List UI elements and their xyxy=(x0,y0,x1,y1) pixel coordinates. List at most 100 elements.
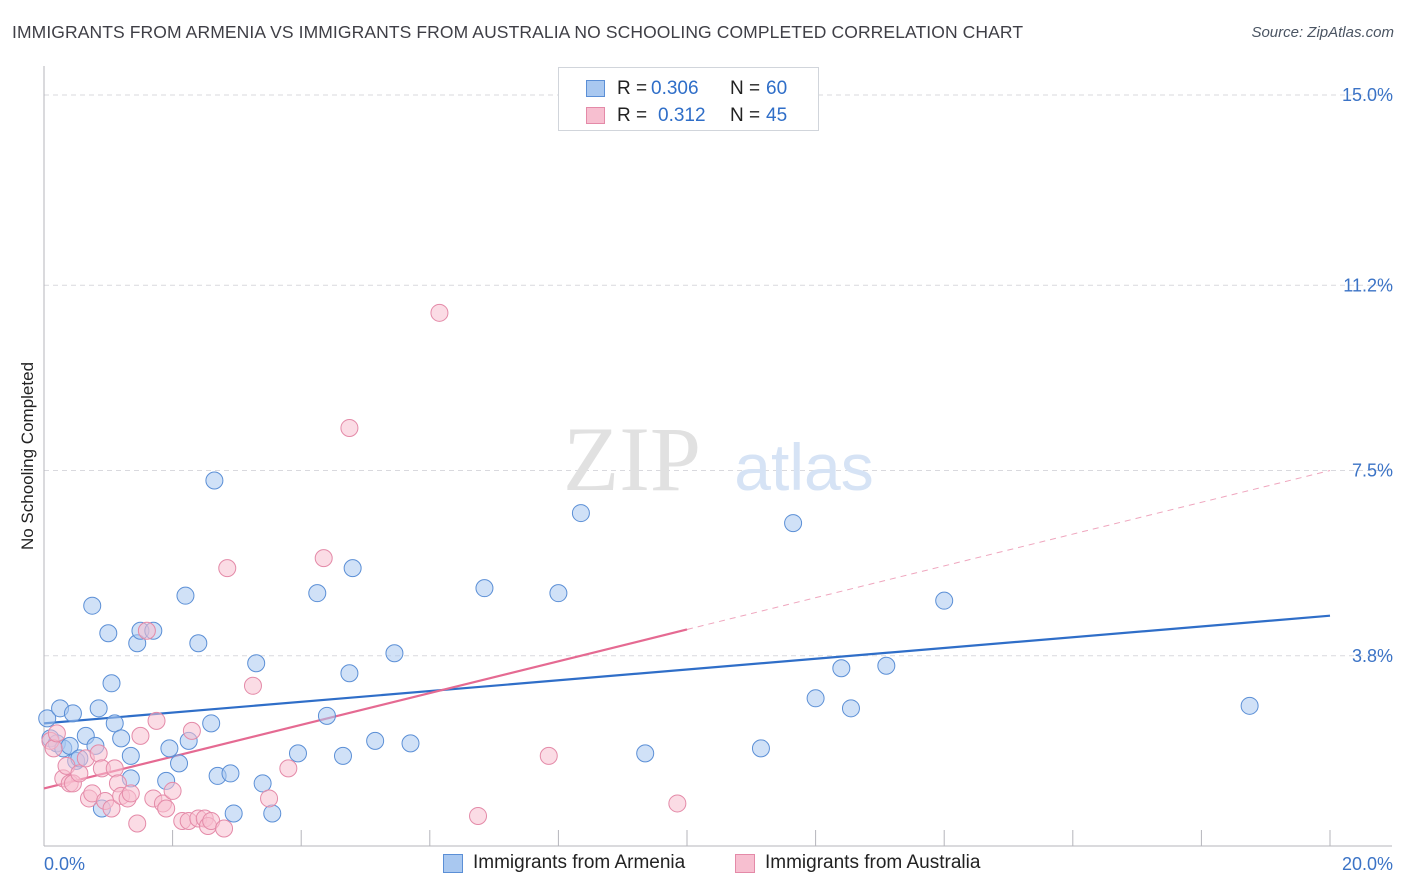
y-axis-label: No Schooling Completed xyxy=(18,361,37,551)
legend-n-value: 60 xyxy=(766,78,788,99)
chart-title: IMMIGRANTS FROM ARMENIA VS IMMIGRANTS FR… xyxy=(12,22,1024,42)
armenia-point xyxy=(189,634,208,653)
armenia-point xyxy=(288,744,307,763)
australia-point xyxy=(668,794,687,813)
armenia-point xyxy=(121,746,140,765)
legend-label-armenia: Immigrants from Armenia xyxy=(473,852,686,873)
legend-row-australia: R = 0.312 N = 45 xyxy=(559,103,818,129)
armenia-point xyxy=(385,644,404,663)
legend-r-label: R = xyxy=(617,105,648,126)
armenia-point xyxy=(751,739,770,758)
australia-point xyxy=(157,799,176,818)
armenia-point xyxy=(102,674,121,693)
watermark-zip: ZIP xyxy=(563,408,701,510)
legend-swatch-armenia xyxy=(443,854,463,873)
legend-swatch-armenia xyxy=(586,80,605,97)
australia-point xyxy=(469,806,488,825)
australia-point xyxy=(314,549,333,568)
australia-point xyxy=(218,559,237,578)
armenia-point xyxy=(636,744,655,763)
armenia-point xyxy=(224,804,243,823)
armenia-point xyxy=(170,754,189,773)
y-tick-label: 3.8% xyxy=(1352,646,1393,666)
armenia-point xyxy=(247,654,266,673)
armenia-point xyxy=(308,584,327,603)
armenia-point xyxy=(340,664,359,683)
armenia-trend-line xyxy=(43,614,1331,725)
australia-trend-line-extension xyxy=(686,470,1331,630)
armenia-point xyxy=(205,471,224,490)
australia-point xyxy=(215,819,234,838)
australia-point xyxy=(131,726,150,745)
australia-point xyxy=(340,418,359,437)
watermark-atlas: atlas xyxy=(734,430,873,504)
armenia-point xyxy=(317,706,336,725)
legend-n-value: 45 xyxy=(766,105,788,126)
y-tick-label: 7.5% xyxy=(1352,461,1393,481)
australia-point xyxy=(47,724,66,743)
australia-point xyxy=(147,711,166,730)
armenia-point xyxy=(841,699,860,718)
australia-point xyxy=(121,784,140,803)
trend-lines xyxy=(43,470,1331,790)
legend-row-armenia: R = 0.306 N = 60 xyxy=(559,76,818,102)
armenia-point xyxy=(253,774,272,793)
armenia-point xyxy=(202,714,221,733)
australia-point xyxy=(105,759,124,778)
australia-point xyxy=(243,676,262,695)
australia-point xyxy=(182,721,201,740)
legend-label-australia: Immigrants from Australia xyxy=(765,852,981,873)
armenia-point xyxy=(806,689,825,708)
y-tick-label: 11.2% xyxy=(1343,275,1393,295)
armenia-point xyxy=(401,734,420,753)
armenia-point xyxy=(176,586,195,605)
armenia-point xyxy=(160,739,179,758)
australia-point xyxy=(539,746,558,765)
armenia-point xyxy=(832,659,851,678)
armenia-point xyxy=(263,804,282,823)
grid-lines xyxy=(44,94,1392,657)
legend-swatch-australia xyxy=(586,107,605,124)
australia-point xyxy=(102,799,121,818)
armenia-point xyxy=(333,746,352,765)
x-tick-label: 20.0% xyxy=(1342,854,1393,874)
armenia-point xyxy=(99,624,118,643)
armenia-point xyxy=(105,714,124,733)
legend-n-label: N = xyxy=(730,78,761,99)
australia-point xyxy=(128,814,147,833)
stats-legend: R = 0.306 N = 60 R = 0.312 N = 45 xyxy=(558,67,819,131)
armenia-point xyxy=(38,709,57,728)
data-points xyxy=(38,303,1259,838)
australia-point xyxy=(44,739,63,758)
australia-point xyxy=(137,621,156,640)
armenia-point xyxy=(221,764,240,783)
australia-trend-line xyxy=(43,628,688,790)
armenia-point xyxy=(935,591,954,610)
legend-r-label: R = xyxy=(617,78,648,99)
australia-point xyxy=(89,744,108,763)
legend-n-label: N = xyxy=(730,105,761,126)
armenia-point xyxy=(366,731,385,750)
axes xyxy=(43,66,1392,847)
australia-point xyxy=(163,781,182,800)
tick-labels: 3.8% 7.5% 11.2% 15.0% 0.0% 20.0% xyxy=(44,85,1393,874)
armenia-point xyxy=(784,514,803,533)
armenia-point xyxy=(475,579,494,598)
australia-point xyxy=(260,789,279,808)
australia-point xyxy=(70,764,89,783)
australia-point xyxy=(430,303,449,322)
source-credit: Source: ZipAtlas.com xyxy=(1251,24,1394,41)
legend-r-value: 0.306 xyxy=(651,78,699,99)
armenia-point xyxy=(83,596,102,615)
armenia-point xyxy=(549,584,568,603)
armenia-point xyxy=(571,504,590,523)
armenia-point xyxy=(112,729,131,748)
y-tick-label: 15.0% xyxy=(1342,85,1393,105)
armenia-point xyxy=(1240,696,1259,715)
x-tick-label: 0.0% xyxy=(44,854,85,874)
armenia-point xyxy=(63,704,82,723)
legend-swatch-australia xyxy=(735,854,755,873)
legend-r-value: 0.312 xyxy=(658,105,706,126)
armenia-point xyxy=(89,699,108,718)
